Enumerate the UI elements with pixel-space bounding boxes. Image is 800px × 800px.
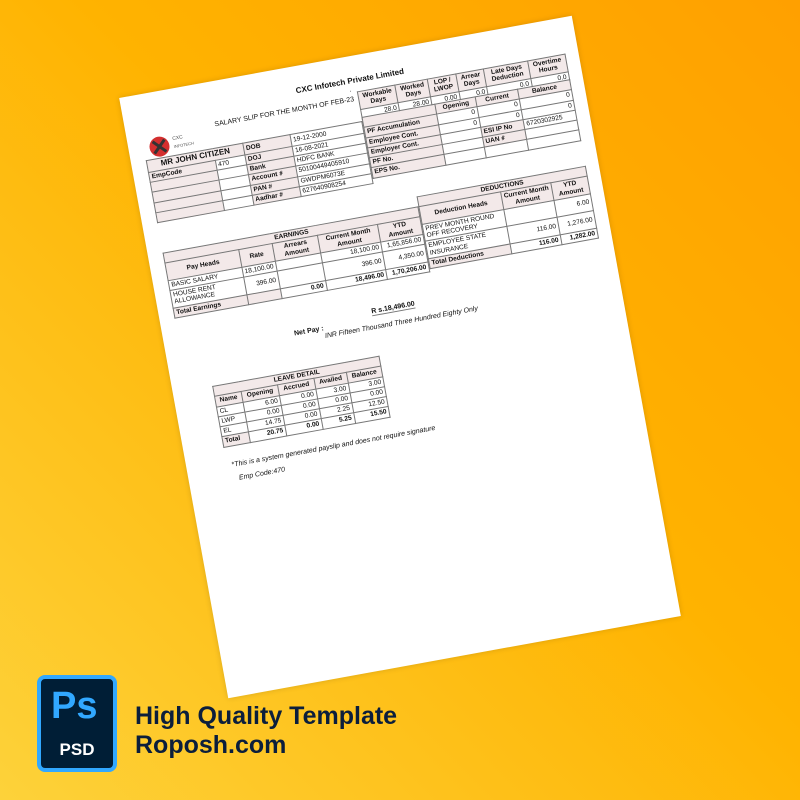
earnings-table: EARNINGS Pay Heads Rate Arrears Amount Curr… [163, 206, 431, 318]
separator-dot: . [348, 86, 353, 94]
payslip-document: CXC Infotech Private Limited . SALARY SL… [119, 15, 681, 699]
photoshop-psd-icon: Ps PSD [37, 675, 117, 772]
logo-x-icon [149, 136, 170, 157]
deductions-table: DEDUCTIONS Deduction Heads Current Month … [417, 166, 599, 270]
net-pay-value: R s.18,496.00 [370, 300, 416, 317]
footer-emp-code: Emp Code:470 [238, 466, 286, 482]
promo-site: Roposh.com [135, 731, 287, 759]
company-logo: CXC INFOTECH [147, 127, 210, 159]
promo-headline: High Quality Template [135, 702, 398, 730]
net-pay-label: Net Pay : [293, 325, 325, 338]
leave-table: LEAVE DETAIL Name Opening Accrued Availed Ba… [212, 356, 391, 448]
